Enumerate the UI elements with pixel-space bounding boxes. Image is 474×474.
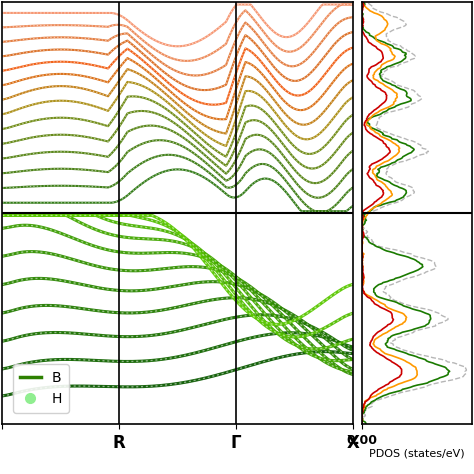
X-axis label: PDOS (states/eV): PDOS (states/eV) [369, 448, 465, 458]
Legend: B, H: B, H [13, 364, 69, 413]
